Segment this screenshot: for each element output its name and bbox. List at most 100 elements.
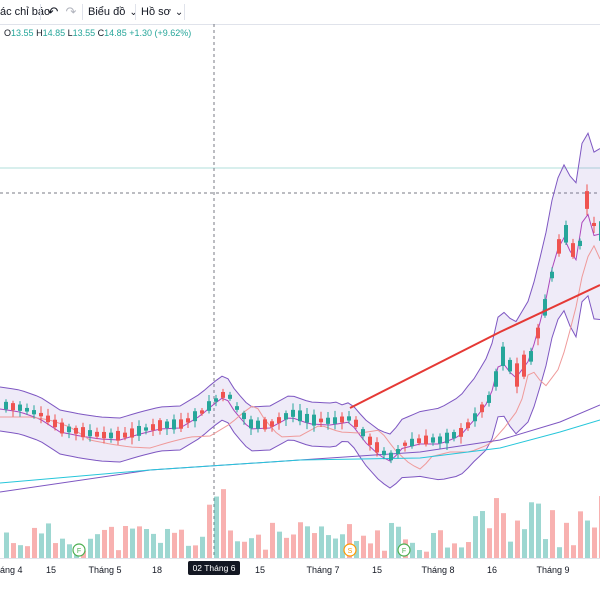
time-axis[interactable]: Tháng 4 15 Tháng 5 18 15 Tháng 7 15 Thán… xyxy=(0,558,600,581)
candle-body xyxy=(368,436,372,445)
candle-body xyxy=(585,191,589,209)
chevron-down-icon: ⌄ xyxy=(129,7,138,18)
volume-bar xyxy=(200,536,205,558)
volume-bar xyxy=(95,534,100,558)
volume-bar xyxy=(102,529,107,558)
time-label: Tháng 5 xyxy=(88,565,122,575)
candle-body xyxy=(74,427,78,434)
trend-line[interactable] xyxy=(349,284,600,409)
volume-bar xyxy=(487,528,492,558)
candle-body xyxy=(151,424,155,431)
chart-type-button[interactable]: Biểu đồ ⌄ xyxy=(88,0,138,24)
undo-icon[interactable]: ↶ xyxy=(47,4,59,19)
candle-body xyxy=(529,351,533,362)
candle-body xyxy=(67,426,71,433)
volume-bar xyxy=(326,535,331,558)
chart-type-label: Biểu đồ xyxy=(88,6,126,18)
candle-body xyxy=(333,417,337,424)
low-value: 13.55 xyxy=(72,28,96,38)
candle-body xyxy=(158,420,162,431)
candle-body xyxy=(291,409,295,417)
toolbar-divider xyxy=(82,4,83,20)
volume-bar xyxy=(249,538,254,558)
profile-button[interactable]: Hồ sơ ⌄ xyxy=(141,0,183,24)
candle-body xyxy=(95,431,99,437)
candle-body xyxy=(270,421,274,427)
volume-bar xyxy=(473,516,478,558)
redo-icon[interactable]: ↷ xyxy=(65,4,77,19)
volume-bar xyxy=(235,541,240,558)
candle-body xyxy=(424,435,428,445)
volume-bar xyxy=(116,550,121,558)
candle-body xyxy=(480,404,484,413)
time-label: Tháng 7 xyxy=(306,565,340,575)
candle-body xyxy=(515,363,519,387)
time-label: 16 xyxy=(486,565,498,575)
volume-bar xyxy=(312,533,317,558)
candle-body xyxy=(18,404,22,411)
volume-bar xyxy=(319,526,324,558)
volume-bar xyxy=(445,547,450,558)
event-marker[interactable]: F xyxy=(72,543,86,557)
candlesticks xyxy=(4,184,600,464)
candle-body xyxy=(25,407,29,412)
candle-body xyxy=(466,422,470,429)
candle-body xyxy=(494,371,498,387)
candle-body xyxy=(39,412,43,417)
event-marker[interactable]: S xyxy=(343,543,357,557)
volume-bar xyxy=(277,531,282,558)
candle-body xyxy=(536,327,540,339)
volume-bar xyxy=(340,534,345,558)
candle-body xyxy=(179,419,183,429)
candle-body xyxy=(543,299,547,316)
volume-bar xyxy=(67,544,72,558)
toolbar-divider xyxy=(184,4,185,20)
candle-body xyxy=(438,436,442,444)
volume-bar xyxy=(585,520,590,558)
time-label: 15 xyxy=(371,565,383,575)
candle-body xyxy=(452,432,456,439)
volume-bar xyxy=(333,538,338,558)
candle-body xyxy=(256,420,260,429)
event-marker[interactable]: F xyxy=(397,543,411,557)
volume-bar xyxy=(207,504,212,558)
volume-bar xyxy=(165,528,170,558)
volume-bar xyxy=(396,526,401,558)
candle-body xyxy=(53,419,57,428)
volume-bar xyxy=(11,543,16,558)
volume-bar xyxy=(424,551,429,558)
toolbar-divider xyxy=(40,4,41,20)
volume-bar xyxy=(256,534,261,558)
volume-bar xyxy=(263,549,268,558)
open-value: 13.55 xyxy=(11,28,34,38)
candle-body xyxy=(298,410,302,422)
indicators-button[interactable]: ác chỉ báo xyxy=(0,6,51,18)
candle-body xyxy=(116,430,120,441)
volume-bar xyxy=(25,546,30,558)
candle-body xyxy=(410,438,414,447)
change-value: +1.30 (+9.62%) xyxy=(129,28,192,38)
bottom-strip xyxy=(0,580,600,600)
ohlc-legend: O13.55 H14.85 L13.55 C14.85 +1.30 (+9.62… xyxy=(4,28,191,38)
candle-body xyxy=(375,442,379,453)
volume-bar xyxy=(32,527,37,558)
candle-body xyxy=(193,411,197,422)
ma-longer-line xyxy=(0,419,600,484)
candle-body xyxy=(389,452,393,461)
volume-bar xyxy=(18,545,23,558)
volume-bar xyxy=(172,532,177,558)
volume-bar xyxy=(578,511,583,558)
svg-text:S: S xyxy=(348,548,353,555)
low-key: L xyxy=(67,28,73,38)
volume-bar xyxy=(543,539,548,558)
candle-body xyxy=(200,410,204,414)
volume-bar xyxy=(46,523,51,558)
volume-bar xyxy=(529,502,534,558)
ma-medium-line xyxy=(0,244,600,470)
candle-body xyxy=(102,431,106,439)
volume-bar xyxy=(592,527,597,558)
candle-body xyxy=(459,428,463,437)
volume-bar xyxy=(501,513,506,558)
price-chart[interactable]: F S F xyxy=(0,0,600,558)
time-label: Tháng 8 xyxy=(421,565,455,575)
